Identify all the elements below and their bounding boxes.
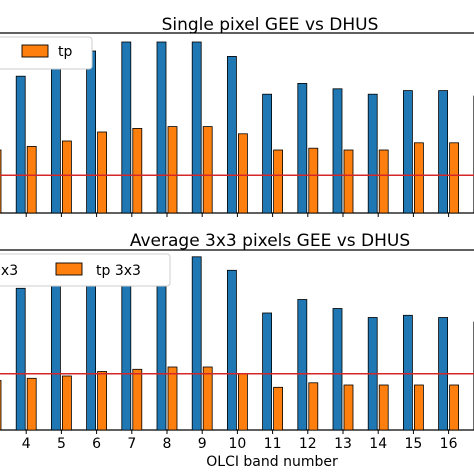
bar-orange-band-14 <box>378 384 389 431</box>
legend-label-tp-3x3: tp 3x3 <box>96 263 141 279</box>
axes-single-pixel <box>0 32 474 217</box>
bar-orange-band-15 <box>413 142 424 214</box>
legend-frame <box>0 253 171 287</box>
panel-average-3x3: Average 3x3 pixels GEE vs DHUS 345678910… <box>0 231 474 470</box>
bar-orange-band-10 <box>237 133 248 214</box>
bar-orange-band-5 <box>62 375 72 431</box>
bar-orange-band-13 <box>343 149 354 214</box>
xtick-label-16: 16 <box>440 436 458 452</box>
xtick-label-7: 7 <box>127 436 136 452</box>
bar-orange-band-4 <box>26 377 37 431</box>
bar-blue-band-16 <box>438 90 449 214</box>
bar-orange-band-9 <box>202 126 213 214</box>
bar-orange-band-3 <box>0 380 2 431</box>
bar-blue-band-15 <box>402 90 413 214</box>
xtick-label-15: 15 <box>404 436 422 452</box>
bar-blue-band-6 <box>86 50 96 214</box>
bar-orange-band-7 <box>132 368 143 431</box>
chart-title-average-3x3: Average 3x3 pixels GEE vs DHUS <box>130 231 410 251</box>
xticks-average-3x3: 34567891011121314151617 <box>22 430 458 452</box>
bar-orange-band-10 <box>237 373 248 431</box>
bar-blue-band-8 <box>156 41 167 214</box>
xtick-label-5: 5 <box>57 436 66 452</box>
bar-orange-band-4 <box>26 145 37 214</box>
bar-orange-band-3 <box>0 149 2 214</box>
xtick-label-12: 12 <box>299 436 317 452</box>
chart-title-single-pixel: Single pixel GEE vs DHUS <box>162 15 379 35</box>
bar-blue-band-12 <box>297 299 308 431</box>
legend-swatch-tp-3x3 <box>55 262 83 276</box>
bar-orange-band-12 <box>308 147 319 214</box>
bar-blue-band-9 <box>191 256 202 431</box>
legend-swatch-tp <box>21 44 49 58</box>
legend-label-3x3: 3x3 <box>0 263 18 279</box>
xticks-single-pixel <box>25 213 450 217</box>
bar-blue-band-10 <box>226 269 237 431</box>
panel-single-pixel: Single pixel GEE vs DHUS tp <box>0 15 474 217</box>
bar-orange-band-11 <box>273 386 284 431</box>
xtick-label-8: 8 <box>163 436 172 452</box>
bar-orange-band-15 <box>413 384 424 431</box>
x-axis-label: OLCI band number <box>206 454 338 470</box>
bar-orange-band-11 <box>273 149 284 214</box>
xtick-label-14: 14 <box>369 436 387 452</box>
bar-orange-band-6 <box>97 371 107 431</box>
bar-orange-band-6 <box>97 131 107 214</box>
bar-orange-band-16 <box>449 142 460 214</box>
legend-single-pixel: tp <box>0 36 93 70</box>
xtick-label-11: 11 <box>264 436 282 452</box>
xtick-label-9: 9 <box>198 436 207 452</box>
bar-orange-band-12 <box>308 382 319 431</box>
bar-orange-band-9 <box>202 366 213 431</box>
bar-orange-band-8 <box>167 366 178 431</box>
bar-blue-band-10 <box>226 56 237 214</box>
bar-orange-band-14 <box>378 149 389 214</box>
bar-orange-band-13 <box>343 384 354 431</box>
bar-blue-band-14 <box>367 93 378 214</box>
xtick-label-6: 6 <box>92 436 101 452</box>
bar-blue-band-11 <box>262 312 273 431</box>
axes-average-3x3: 34567891011121314151617 <box>0 249 474 452</box>
legend-average-3x3: 3x3 tp 3x3 <box>0 253 171 287</box>
bar-orange-band-16 <box>449 384 460 431</box>
xtick-label-4: 4 <box>22 436 31 452</box>
bar-blue-band-13 <box>332 88 343 214</box>
bar-blue-band-11 <box>262 93 273 214</box>
bar-blue-band-4 <box>15 287 26 431</box>
bar-blue-band-15 <box>402 314 413 431</box>
bar-blue-band-12 <box>297 83 308 214</box>
bar-blue-band-5 <box>51 65 61 214</box>
xtick-label-10: 10 <box>228 436 246 452</box>
bar-blue-band-4 <box>15 75 26 214</box>
xtick-label-13: 13 <box>334 436 352 452</box>
bar-blue-band-9 <box>191 41 202 214</box>
bars-single-pixel <box>0 41 474 214</box>
bar-blue-band-13 <box>332 308 343 431</box>
bar-orange-band-7 <box>132 127 143 214</box>
bar-blue-band-7 <box>121 41 132 214</box>
bar-blue-band-6 <box>86 263 96 431</box>
legend-label-tp: tp <box>58 44 72 60</box>
bar-blue-band-5 <box>51 276 61 431</box>
bar-orange-band-5 <box>62 140 72 214</box>
bar-orange-band-8 <box>167 126 178 214</box>
